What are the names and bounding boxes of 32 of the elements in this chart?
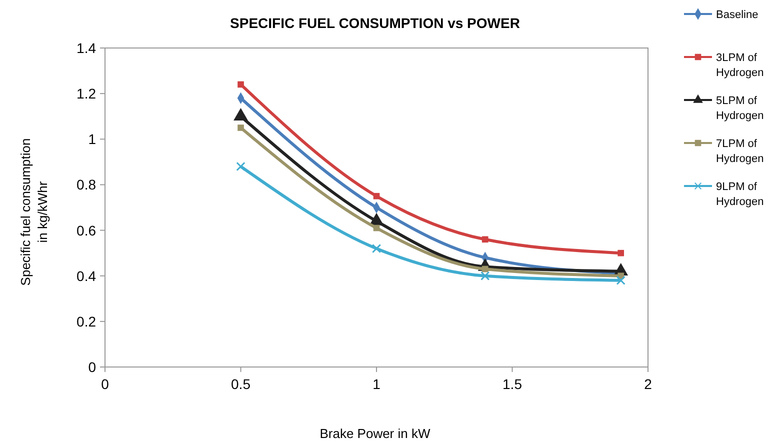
y-axis-title: Specific fuel consumption in kg/kWhr: [18, 138, 50, 286]
legend-label: Baseline: [716, 9, 758, 21]
x-tick-label: 0.5: [231, 376, 251, 392]
x-axis-title: Brake Power in kW: [320, 426, 431, 441]
point: [373, 192, 380, 200]
point: [616, 276, 626, 285]
y-tick-label: 0.4: [76, 268, 96, 284]
point: [373, 224, 380, 232]
point: [238, 124, 244, 131]
legend-label: 5LPM of Hydrogen: [716, 95, 764, 122]
point: [238, 81, 244, 88]
legend-label: 7LPM of Hydrogen: [716, 138, 764, 165]
legend-label: 9LPM of Hydrogen: [716, 181, 764, 208]
point: [372, 244, 382, 254]
y-tick-label: 0.8: [76, 176, 96, 193]
point: [618, 250, 624, 256]
y-tick-label: 0.6: [76, 222, 96, 238]
x-tick-label: 0: [101, 376, 110, 392]
x-tick-label: 1: [372, 376, 381, 392]
x-tick-label: 2: [644, 376, 652, 392]
y-tick-label: 1.4: [76, 40, 96, 56]
point: [482, 266, 488, 272]
point: [480, 271, 490, 280]
chart-title: SPECIFIC FUEL CONSUMPTION vs POWER: [230, 15, 520, 31]
y-tick-label: 0.2: [76, 313, 96, 330]
point: [482, 236, 488, 243]
x-tick-label: 1.5: [502, 376, 522, 392]
point: [236, 162, 246, 172]
y-tick-label: 1: [88, 131, 96, 148]
y-tick-label: 1.2: [76, 86, 96, 102]
y-tick-label: 0: [88, 359, 96, 375]
legend-label: 3LPM of Hydrogen: [716, 52, 764, 79]
